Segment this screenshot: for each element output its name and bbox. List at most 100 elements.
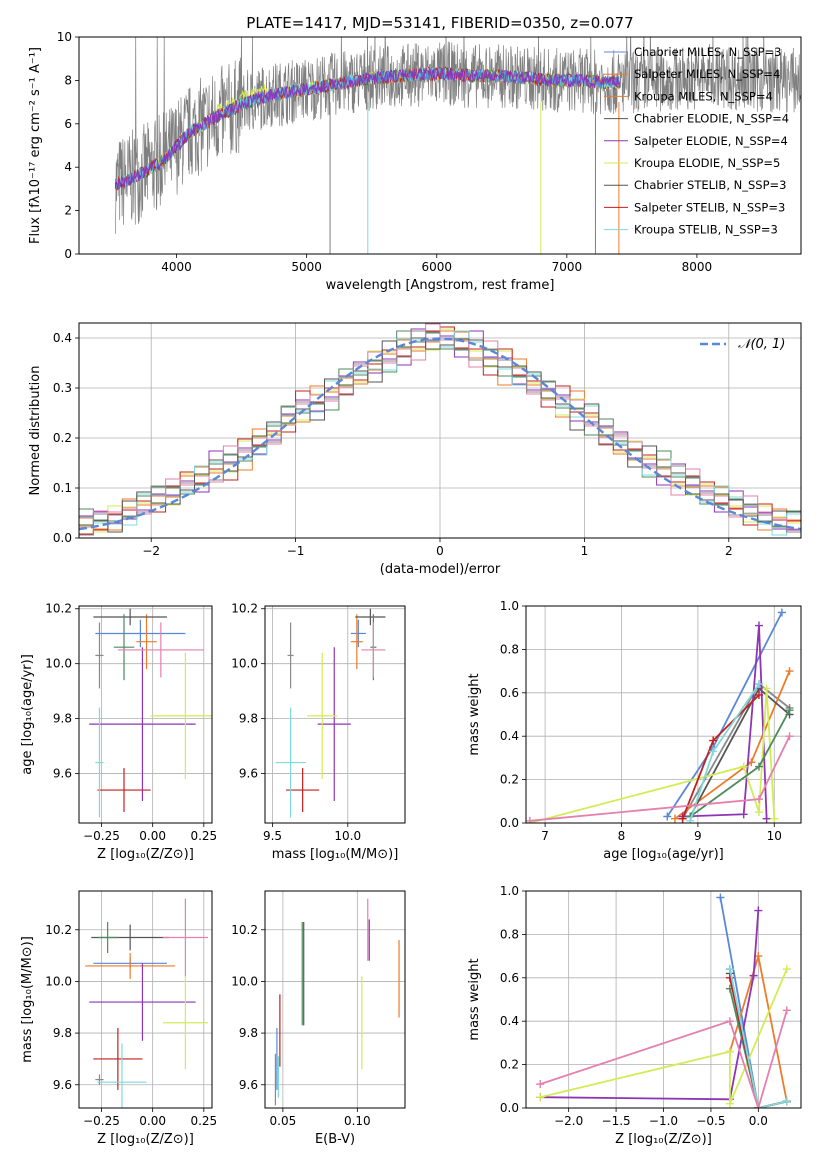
error-bar-point	[117, 622, 204, 678]
x-tick-label: −1.0	[649, 1114, 678, 1128]
x-tick-label: −0.5	[696, 1114, 725, 1128]
plot-area	[79, 323, 801, 538]
plot-area	[526, 608, 794, 823]
x-tick-label: −2.0	[554, 1114, 583, 1128]
y-tick-label: 9.8	[239, 712, 258, 726]
x-tick-label: −1.5	[602, 1114, 631, 1128]
weight-marker	[782, 1006, 791, 1015]
error-bar-point	[162, 898, 208, 977]
error-bar-point	[97, 922, 118, 953]
weight-line	[729, 968, 788, 1108]
y-axis-label: mass [log₁₀(M/M⊙)]	[20, 936, 35, 1063]
weight-marker	[725, 965, 734, 974]
error-bar-point	[95, 619, 186, 648]
x-tick-label: 5000	[291, 260, 322, 274]
panel-1: −2 −1 0 1 2 0.0 0.1 0.2 0.3 0.4 (data-model)/error…	[28, 322, 802, 577]
x-tick-label: 0.00	[139, 829, 166, 843]
x-tick-label: −0.25	[83, 829, 120, 843]
error-bar-point	[317, 647, 351, 802]
legend-entry: Chabrier ELODIE, N_SSP=4	[634, 112, 789, 126]
plot-frame	[525, 890, 802, 1109]
y-tick-label: 0.3	[53, 381, 72, 395]
weight-marker	[754, 680, 763, 689]
x-tick-label: 0.00	[139, 1114, 166, 1128]
y-tick-label: 10.0	[231, 974, 258, 988]
weight-marker	[754, 690, 763, 699]
error-bar-point	[89, 963, 196, 1041]
x-tick-label: 7	[541, 829, 549, 843]
y-tick-label: 10.2	[231, 602, 258, 616]
x-axis-label: age [log₁₀(age/yr)]	[603, 847, 724, 862]
panel-4: 7 8 9 10 0.0 0.2 0.4 0.6 0.8 1.0 age [log₁₀(age/yr…	[467, 599, 802, 862]
error-bar-point	[95, 707, 104, 818]
y-tick-label: 2	[64, 204, 72, 218]
weight-marker	[725, 1047, 734, 1056]
y-tick-label: 0.2	[53, 431, 72, 445]
weight-marker	[725, 1099, 734, 1108]
weight-marker	[678, 814, 687, 823]
weight-marker	[770, 814, 779, 823]
weight-series	[536, 965, 791, 1108]
x-axis-label: Z [log₁₀(Z/Z⊙)]	[615, 1132, 712, 1147]
weight-series	[526, 684, 779, 823]
error-bar-point	[89, 647, 196, 802]
y-tick-label: 8	[64, 73, 72, 87]
weight-marker	[782, 965, 791, 974]
x-axis-label: mass [log₁₀(M/M⊙)]	[272, 847, 399, 862]
weight-marker	[785, 667, 794, 676]
weight-series	[536, 1006, 791, 1108]
weight-line	[539, 968, 788, 1105]
legend-entry: 𝒩(0, 1)	[738, 337, 785, 352]
weight-marker	[739, 810, 748, 819]
plot-area	[114, 37, 801, 254]
y-tick-label: 0.4	[500, 729, 519, 743]
legend: Chabrier MILES, N_SSP=3 Salpeter MILES, N…	[604, 45, 789, 237]
weight-marker	[777, 608, 786, 617]
weight-marker	[536, 1080, 545, 1089]
y-tick-label: 9.6	[239, 1078, 258, 1092]
weight-line	[539, 1010, 788, 1108]
y-tick-label: 0.0	[53, 531, 72, 545]
y-axis-label: mass weight	[467, 673, 482, 755]
error-bar-point	[286, 768, 320, 813]
x-tick-label: 0.25	[190, 829, 217, 843]
x-tick-label: 10	[767, 829, 782, 843]
y-tick-label: 9.6	[53, 767, 72, 781]
error-bar-point	[361, 622, 386, 678]
weight-marker	[785, 732, 794, 741]
x-axis-label: E(B-V)	[315, 1132, 355, 1147]
y-tick-label: 10.2	[45, 602, 72, 616]
chart-title: PLATE=1417, MJD=53141, FIBERID=0350, z=0…	[246, 14, 633, 32]
y-axis-label: Flux [fλ10⁻¹⁷ erg cm⁻² s⁻¹ A⁻¹]	[28, 47, 43, 244]
y-axis-label: Normed distribution	[28, 366, 43, 496]
panel-0: 4000 5000 6000 7000 8000 0 2 4 6 8 10 wavelength [A…	[28, 14, 802, 293]
error-bar-point	[350, 619, 366, 648]
y-tick-label: 10.0	[45, 974, 72, 988]
weight-line	[529, 688, 776, 823]
weight-marker	[526, 816, 534, 823]
y-tick-label: 9.8	[239, 1026, 258, 1040]
y-tick-label: 0.8	[500, 927, 519, 941]
y-tick-label: 0.0	[500, 1101, 519, 1115]
histogram-series	[79, 330, 801, 538]
plot-frame	[264, 605, 406, 824]
x-tick-label: 0.05	[270, 1114, 297, 1128]
error-bar-point	[150, 652, 212, 780]
weight-marker	[670, 814, 679, 823]
weight-marker	[716, 893, 725, 902]
weight-marker	[686, 816, 695, 823]
weight-marker	[739, 762, 748, 771]
x-tick-label: −1	[287, 544, 305, 558]
weight-marker	[709, 747, 718, 756]
plot-frame	[525, 605, 802, 824]
weight-series	[678, 690, 763, 823]
weight-series	[526, 732, 794, 823]
x-tick-label: 9.5	[263, 829, 282, 843]
y-tick-label: 0.8	[500, 642, 519, 656]
error-bar-point	[95, 622, 104, 689]
weight-marker	[754, 762, 763, 771]
weight-marker	[754, 621, 763, 630]
x-tick-label: 0.0	[749, 1114, 768, 1128]
error-bar-point	[95, 1074, 104, 1085]
